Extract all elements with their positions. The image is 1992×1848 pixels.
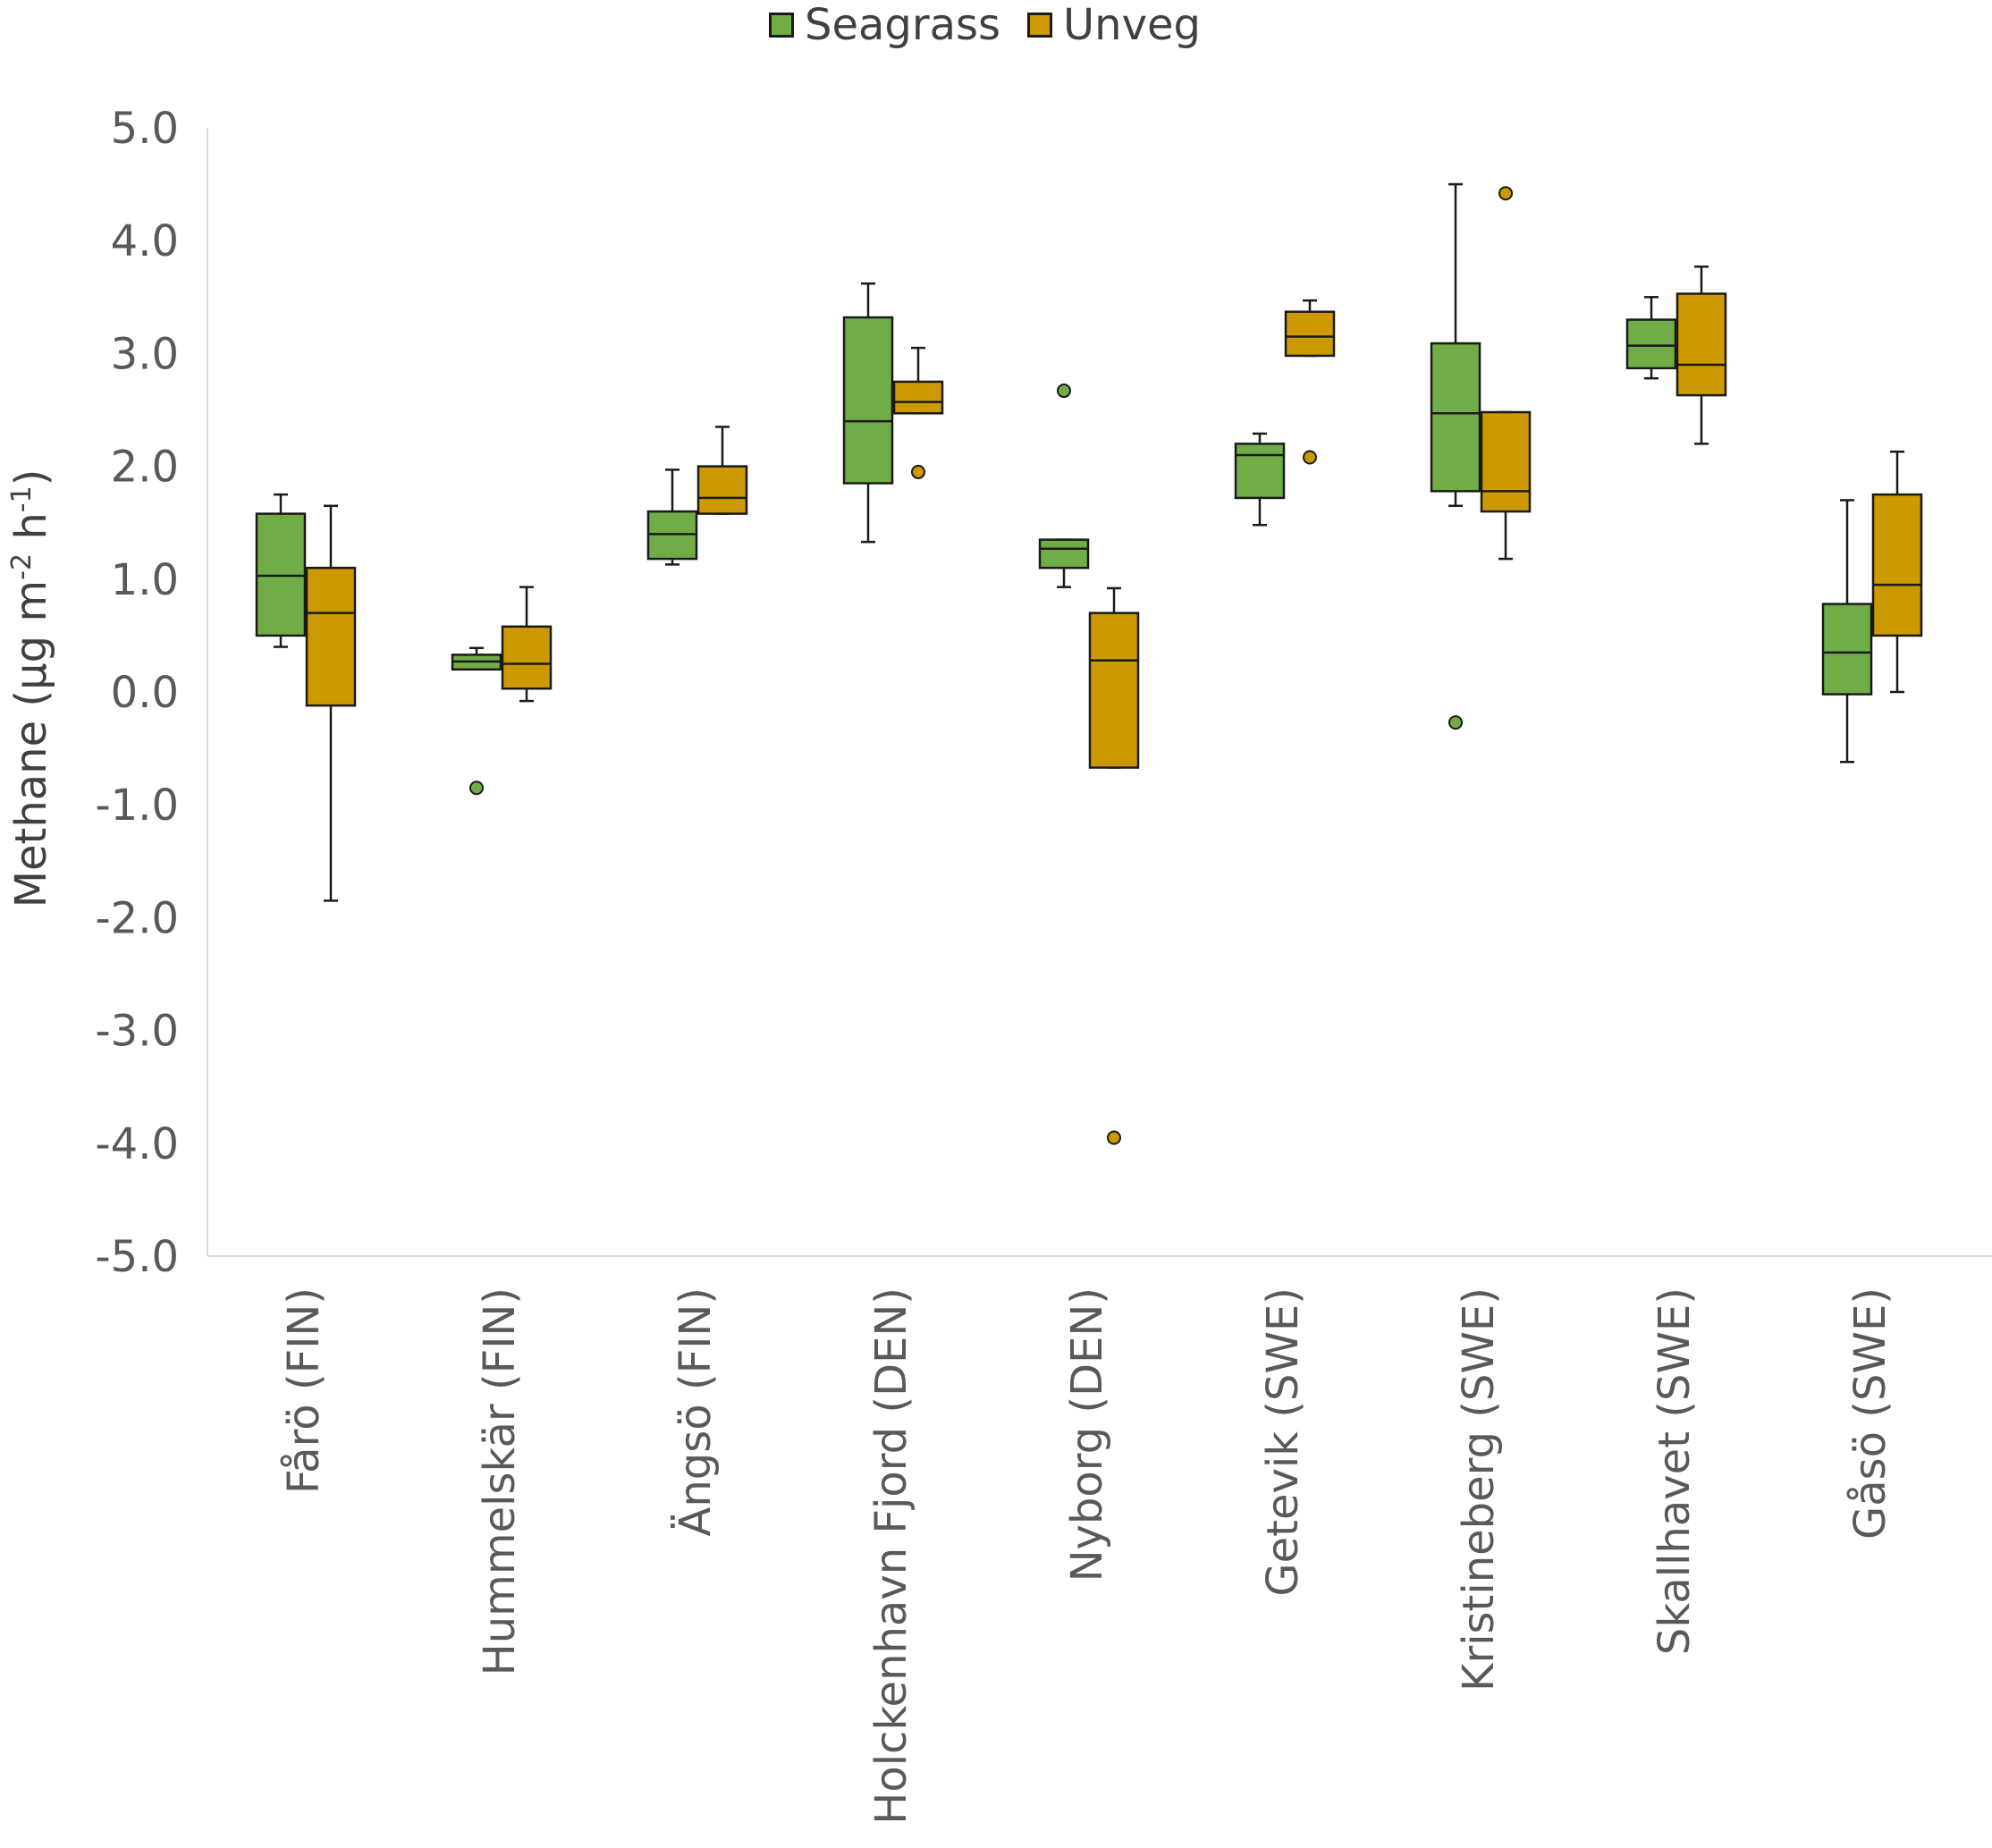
seagrass-box (1821, 603, 1873, 696)
seagrass-box (255, 512, 307, 637)
x-tick-label: Kristineberg (SWE) (1454, 1287, 1504, 1692)
y-tick-label: -1.0 (95, 781, 179, 831)
seagrass-box (1234, 443, 1286, 500)
x-tick-label: Ängsö (FIN) (671, 1287, 721, 1536)
y-tick-label: 3.0 (111, 329, 179, 379)
legend: Seagrass Unveg (769, 0, 1228, 50)
legend-label-seagrass: Seagrass (805, 0, 1001, 50)
legend-item-seagrass: Seagrass (769, 0, 1000, 50)
x-tick-label: Nyborg (DEN) (1062, 1287, 1112, 1582)
unveg-box (1871, 493, 1923, 637)
unveg-outlier-point (1303, 450, 1317, 465)
unveg-outlier-point (911, 464, 925, 479)
unveg-box (1284, 310, 1336, 358)
x-tick-label: Skallhavet (SWE) (1650, 1287, 1700, 1655)
y-tick-label: -3.0 (95, 1007, 179, 1057)
x-tick-label: Getevik (SWE) (1258, 1287, 1308, 1597)
unveg-box (501, 625, 553, 690)
unveg-box (1675, 292, 1727, 397)
seagrass-outlier-point (469, 781, 484, 796)
unveg-outlier-point (1498, 186, 1513, 201)
seagrass-box (1038, 538, 1090, 570)
y-tick-label: 2.0 (111, 443, 179, 493)
unveg-box (305, 566, 357, 707)
seagrass-box (1625, 318, 1677, 370)
y-tick-label: 5.0 (111, 104, 179, 154)
unveg-box (892, 380, 944, 415)
y-tick-label: 4.0 (111, 216, 179, 266)
seagrass-box (646, 510, 698, 561)
legend-swatch-seagrass (769, 13, 794, 38)
legend-swatch-unveg (1027, 13, 1053, 38)
seagrass-box (842, 316, 894, 485)
y-tick-label: -5.0 (95, 1232, 179, 1282)
legend-label-unveg: Unveg (1063, 0, 1202, 50)
unveg-box (1088, 612, 1140, 769)
y-tick-label: 0.0 (111, 668, 179, 718)
y-tick-label: -4.0 (95, 1119, 179, 1169)
x-tick-label: Holckenhavn Fjord (DEN) (866, 1287, 916, 1825)
seagrass-box (1430, 342, 1481, 493)
seagrass-outlier-point (1057, 384, 1071, 399)
unveg-box (1480, 410, 1532, 513)
legend-item-unveg: Unveg (1027, 0, 1201, 50)
seagrass-outlier-point (1448, 715, 1463, 730)
y-tick-label: 1.0 (111, 555, 179, 605)
x-tick-label: Gåsö (SWE) (1845, 1287, 1895, 1540)
unveg-box (696, 465, 748, 515)
y-tick-label: -2.0 (95, 893, 179, 943)
unveg-outlier-point (1107, 1130, 1121, 1145)
x-tick-label: Hummelskär (FIN) (475, 1287, 525, 1675)
x-tick-label: Fårö (FIN) (279, 1287, 329, 1494)
